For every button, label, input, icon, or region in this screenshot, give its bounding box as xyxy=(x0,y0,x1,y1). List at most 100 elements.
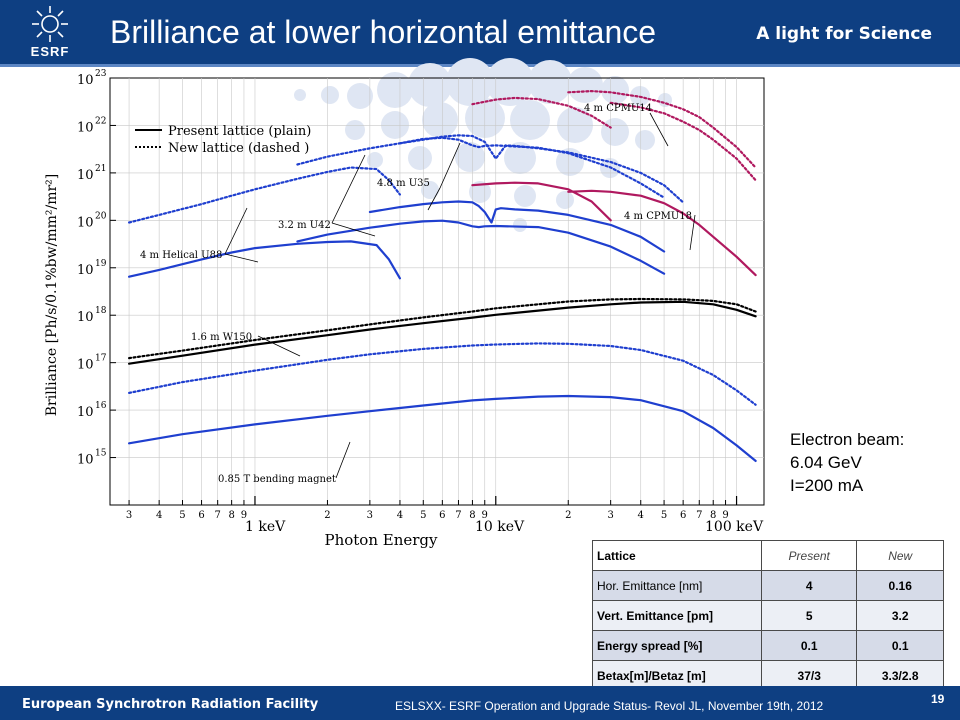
y-tick-exponent: 23 xyxy=(95,69,107,79)
table-cell: Hor. Emittance [nm] xyxy=(592,570,762,601)
leader-cpmu14 xyxy=(649,112,669,147)
series-4-m-cpmu18-present xyxy=(567,189,757,277)
series-0-85-t-bending-magnet-present xyxy=(128,394,757,462)
sunburst-icon xyxy=(32,6,68,42)
annotation-cpmu14: 4 m CPMU14 xyxy=(584,103,652,114)
x-tick-label: 5 xyxy=(420,510,426,521)
table-cell: 37/3 xyxy=(760,660,858,691)
background-dot xyxy=(556,191,574,209)
footer-citation: ESLSXX- ESRF Operation and Upgrade Statu… xyxy=(395,699,824,713)
x-tick-label: 5 xyxy=(661,510,667,521)
x-tick-label: 5 xyxy=(179,510,185,521)
x-tick-label: 2 xyxy=(565,510,571,521)
x-tick-label: 3 xyxy=(607,510,613,521)
y-tick-exponent: 19 xyxy=(95,259,107,269)
table-row: Vert. Emittance [pm] 5 3.2 xyxy=(592,600,944,631)
x-tick-label: 6 xyxy=(439,510,445,521)
beam-line-2: 6.04 GeV xyxy=(790,453,862,472)
background-dot xyxy=(294,89,306,101)
leader-u42-a xyxy=(331,222,376,237)
x-axis-label: Photon Energy xyxy=(324,531,438,549)
legend-new: New lattice (dashed ) xyxy=(168,141,309,156)
x-tick-label: 9 xyxy=(722,510,728,521)
leader-u35-b xyxy=(439,142,461,189)
legend-present: Present lattice (plain) xyxy=(168,124,311,139)
table-cell: 5 xyxy=(760,600,858,631)
y-tick-label: 10 xyxy=(77,215,94,230)
background-dot xyxy=(528,60,572,104)
x-tick-label: 2 xyxy=(324,510,330,521)
table-cell: 3.3/2.8 xyxy=(856,660,944,691)
series-3-2-m-u42-present xyxy=(296,219,666,275)
leader-u35-a xyxy=(427,187,441,211)
x-tick-label: 8 xyxy=(469,510,475,521)
annotation-u88: 4 m Helical U88 xyxy=(140,250,222,261)
y-tick-exponent: 22 xyxy=(95,116,106,126)
x-tick-label: 4 xyxy=(638,510,644,521)
series-4-m-cpmu18-present xyxy=(471,181,612,222)
beam-line-1: Electron beam: xyxy=(790,430,905,449)
y-tick-exponent: 18 xyxy=(95,306,107,316)
x-tick-label: 7 xyxy=(696,510,702,521)
x-major-label-10kev: 10 keV xyxy=(475,519,525,535)
series-3-2-m-u42-new xyxy=(296,136,666,199)
series-4-m-helical-u88-new xyxy=(128,166,401,224)
background-dot xyxy=(408,146,432,170)
background-dot xyxy=(421,181,439,199)
series-1-6-m-w150-new xyxy=(128,297,757,360)
table-cell: 0.1 xyxy=(760,630,858,661)
y-tick-exponent: 16 xyxy=(95,401,107,411)
table-header-row: Lattice Present New xyxy=(592,540,944,571)
x-major-label-1kev: 1 keV xyxy=(245,519,286,535)
x-tick-label: 8 xyxy=(710,510,716,521)
y-tick-exponent: 17 xyxy=(95,354,107,364)
series-4-8-m-u35-present xyxy=(368,200,666,253)
page-number: 19 xyxy=(931,692,945,706)
table-cell: Energy spread [%] xyxy=(592,630,762,661)
logo-text: ESRF xyxy=(30,44,70,59)
beam-info: Electron beam: 6.04 GeV I=200 mA xyxy=(790,428,904,497)
annotation-u35: 4.8 m U35 xyxy=(377,178,430,189)
x-tick-label: 9 xyxy=(482,510,488,521)
slide-title: Brilliance at lower horizontal emittance xyxy=(110,14,657,50)
legend: Present lattice (plain) New lattice (das… xyxy=(135,124,311,156)
y-tick-label: 10 xyxy=(77,73,94,88)
background-dot xyxy=(601,118,629,146)
x-major-label-100kev: 100 keV xyxy=(705,519,764,535)
table-cell: 0.16 xyxy=(856,570,944,601)
series-0-85-t-bending-magnet-new xyxy=(128,342,757,406)
background-dot xyxy=(377,72,413,108)
series-4-m-helical-u88-present xyxy=(128,240,401,280)
x-tick-label: 6 xyxy=(680,510,686,521)
series-4-8-m-u35-new xyxy=(398,134,685,204)
background-dot xyxy=(469,181,491,203)
background-dot xyxy=(446,58,494,106)
annotation-u42: 3.2 m U42 xyxy=(278,220,331,231)
background-dot xyxy=(367,152,383,168)
footer-bar xyxy=(0,686,960,720)
leader-bm xyxy=(335,441,351,479)
table-cell: 3.2 xyxy=(856,600,944,631)
series-1-6-m-w150-present xyxy=(128,300,757,365)
x-tick-label: 3 xyxy=(126,510,132,521)
table-cell: 0.1 xyxy=(856,630,944,661)
lattice-table: Lattice Present New Hor. Emittance [nm] … xyxy=(592,540,944,691)
tagline: A light for Science xyxy=(756,24,932,44)
table-cell: Betax[m]/Betaz [m] xyxy=(592,660,762,691)
background-dot xyxy=(347,83,373,109)
y-axis-label: Brilliance [Ph/s/0.1%bw/mm²/mr²] xyxy=(44,174,60,417)
table-cell: 4 xyxy=(760,570,858,601)
series-4-m-cpmu14-new xyxy=(609,101,757,182)
y-tick-exponent: 15 xyxy=(95,449,107,459)
table-row: Betax[m]/Betaz [m] 37/3 3.3/2.8 xyxy=(592,660,944,691)
background-dot xyxy=(408,63,452,107)
background-dot xyxy=(557,107,593,143)
leader-cpmu18 xyxy=(689,214,696,251)
leader-u88-a xyxy=(224,253,259,263)
background-dot xyxy=(514,185,536,207)
table-cell: Vert. Emittance [pm] xyxy=(592,600,762,631)
y-tick-label: 10 xyxy=(77,405,94,420)
x-tick-label: 9 xyxy=(241,510,247,521)
y-tick-exponent: 21 xyxy=(95,164,106,174)
background-dot xyxy=(513,218,527,232)
